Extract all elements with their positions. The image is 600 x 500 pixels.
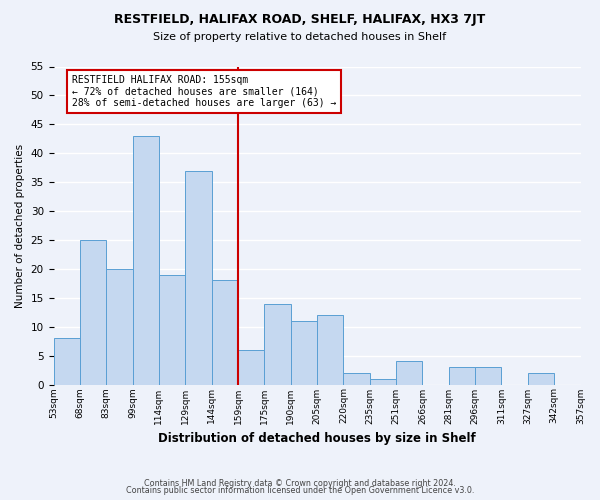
Text: RESTFIELD HALIFAX ROAD: 155sqm
← 72% of detached houses are smaller (164)
28% of: RESTFIELD HALIFAX ROAD: 155sqm ← 72% of … — [72, 75, 337, 108]
Bar — [370, 378, 396, 384]
Bar — [475, 367, 502, 384]
Bar — [80, 240, 106, 384]
Bar — [528, 373, 554, 384]
Bar — [53, 338, 80, 384]
Bar — [317, 315, 343, 384]
Text: Contains HM Land Registry data © Crown copyright and database right 2024.: Contains HM Land Registry data © Crown c… — [144, 478, 456, 488]
Y-axis label: Number of detached properties: Number of detached properties — [15, 144, 25, 308]
Text: RESTFIELD, HALIFAX ROAD, SHELF, HALIFAX, HX3 7JT: RESTFIELD, HALIFAX ROAD, SHELF, HALIFAX,… — [115, 12, 485, 26]
Bar — [396, 362, 422, 384]
Text: Contains public sector information licensed under the Open Government Licence v3: Contains public sector information licen… — [126, 486, 474, 495]
Bar — [290, 321, 317, 384]
Bar — [185, 170, 212, 384]
Bar — [133, 136, 159, 384]
Bar — [238, 350, 265, 384]
Bar — [265, 304, 290, 384]
Bar — [343, 373, 370, 384]
X-axis label: Distribution of detached houses by size in Shelf: Distribution of detached houses by size … — [158, 432, 476, 445]
Text: Size of property relative to detached houses in Shelf: Size of property relative to detached ho… — [154, 32, 446, 42]
Bar — [449, 367, 475, 384]
Bar — [106, 269, 133, 384]
Bar — [159, 274, 185, 384]
Bar — [212, 280, 238, 384]
